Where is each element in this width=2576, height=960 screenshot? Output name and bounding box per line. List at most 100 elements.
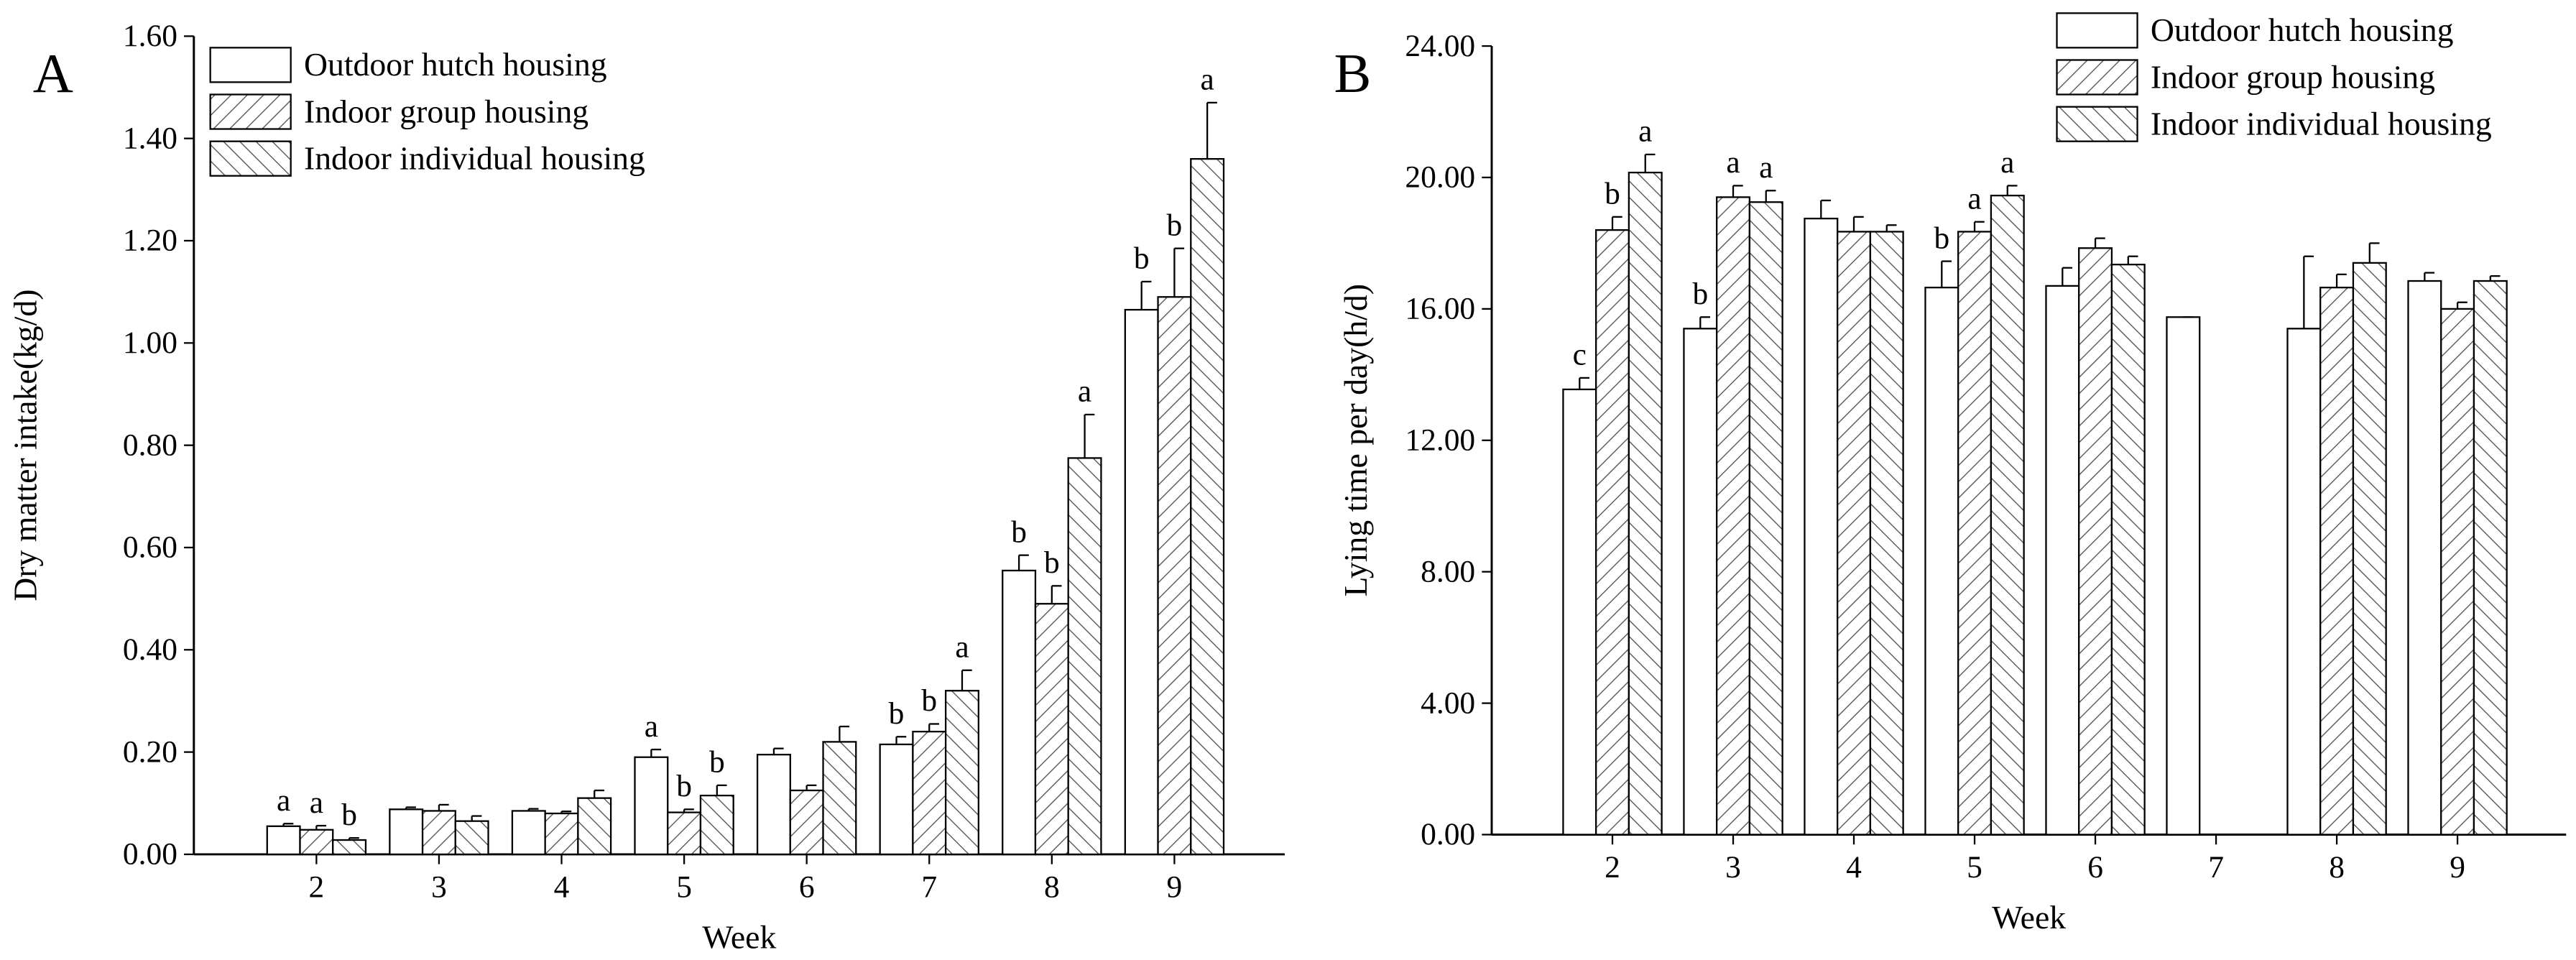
bar [1990,194,2025,836]
bar [1034,603,1069,856]
bar [1124,308,1159,856]
error-bar [594,789,604,798]
x-tick-label: 3 [431,869,447,904]
x-tick-label: 6 [799,869,815,904]
error-bar [2368,242,2380,263]
significance-letter: a [955,629,969,664]
error-bar [527,808,539,811]
y-axis-label: Dry matter intake(kg/d) [6,290,43,601]
x-tick-label: 8 [2329,850,2345,885]
y-tick-label: 0.40 [123,632,177,667]
bar [634,756,669,856]
bar [2407,280,2442,836]
error-bar [1579,377,1590,389]
x-tick-label: 4 [554,869,570,904]
y-tick-label: 4.00 [1421,686,1475,720]
error-bar [2335,273,2347,288]
bar [756,754,791,856]
x-tick-label: 2 [1605,850,1620,885]
error-bar [1173,247,1185,297]
legend-swatch [2056,106,2138,142]
significance-letter: a [1638,114,1652,149]
x-tick-label: 9 [1167,869,1183,904]
x-tick-label: 3 [1725,850,1741,885]
error-bar [1852,216,1864,232]
bar [1957,231,1993,836]
error-bar [560,811,572,814]
error-bar [2424,272,2435,282]
y-tick-label: 0.20 [123,734,177,769]
significance-letter: b [921,683,937,718]
error-bar [2006,185,2018,196]
bar [2473,280,2508,836]
x-tick-label: 2 [309,869,325,904]
bar [1002,569,1037,856]
bar [944,690,979,856]
error-bar [1885,224,1897,232]
error-bar [805,784,817,790]
bar [2319,287,2355,836]
significance-letter: b [341,798,357,832]
error-bar [1820,199,1832,219]
error-bar [839,725,850,742]
x-tick-label: 9 [2450,850,2465,885]
significance-letter: b [1934,221,1949,255]
significance-letter: b [889,696,905,731]
bar [1716,196,1751,836]
significance-letter: a [1967,181,1981,216]
bar [332,839,367,856]
bar [511,810,546,856]
legend-swatch [209,47,292,83]
error-bar [1140,280,1152,310]
bar [2078,247,2113,836]
y-tick-label: 8.00 [1421,554,1475,589]
y-tick-label: 0.00 [1421,817,1475,851]
y-tick-label: 1.20 [123,223,177,258]
significance-letter: b [676,769,692,803]
bar [699,794,734,856]
error-bar [716,784,727,796]
error-bar [348,837,359,841]
significance-letter: a [277,783,290,818]
error-bar [1611,216,1622,231]
bar [1067,457,1102,856]
bar [2166,316,2201,836]
bar [1683,328,1718,836]
significance-letter: a [1200,63,1214,97]
error-bar [471,815,482,821]
error-bar [1206,101,1217,160]
bar [2045,285,2080,836]
bar [1190,157,1225,856]
error-bar [650,748,662,757]
error-bar [1732,185,1743,198]
significance-letter: a [1078,374,1091,409]
bar [1628,171,1663,836]
y-tick-label: 16.00 [1405,292,1475,326]
legend-swatch [209,93,292,130]
bar [266,825,301,856]
error-bar [928,723,939,732]
y-tick-label: 12.00 [1405,423,1475,458]
error-bar [405,806,416,810]
legend-swatch [209,140,292,177]
x-tick-label: 6 [2087,850,2103,885]
error-bar [683,808,694,813]
error-bar [772,747,784,755]
significance-letter: b [1134,241,1150,276]
error-bar [1699,316,1711,329]
panel-label: A [33,42,73,104]
bar [1748,201,1783,836]
y-tick-label: 20.00 [1405,160,1475,195]
bar [1837,231,1872,836]
error-bar [895,736,907,744]
bar [1869,231,1904,836]
bar [1595,229,1630,836]
bar [2286,328,2322,836]
bar [2352,262,2387,836]
significance-letter: b [709,745,725,780]
bar [577,797,612,856]
significance-letter: a [2000,145,2014,180]
x-axis-label: Week [1992,899,2066,936]
bar [1804,217,1839,836]
